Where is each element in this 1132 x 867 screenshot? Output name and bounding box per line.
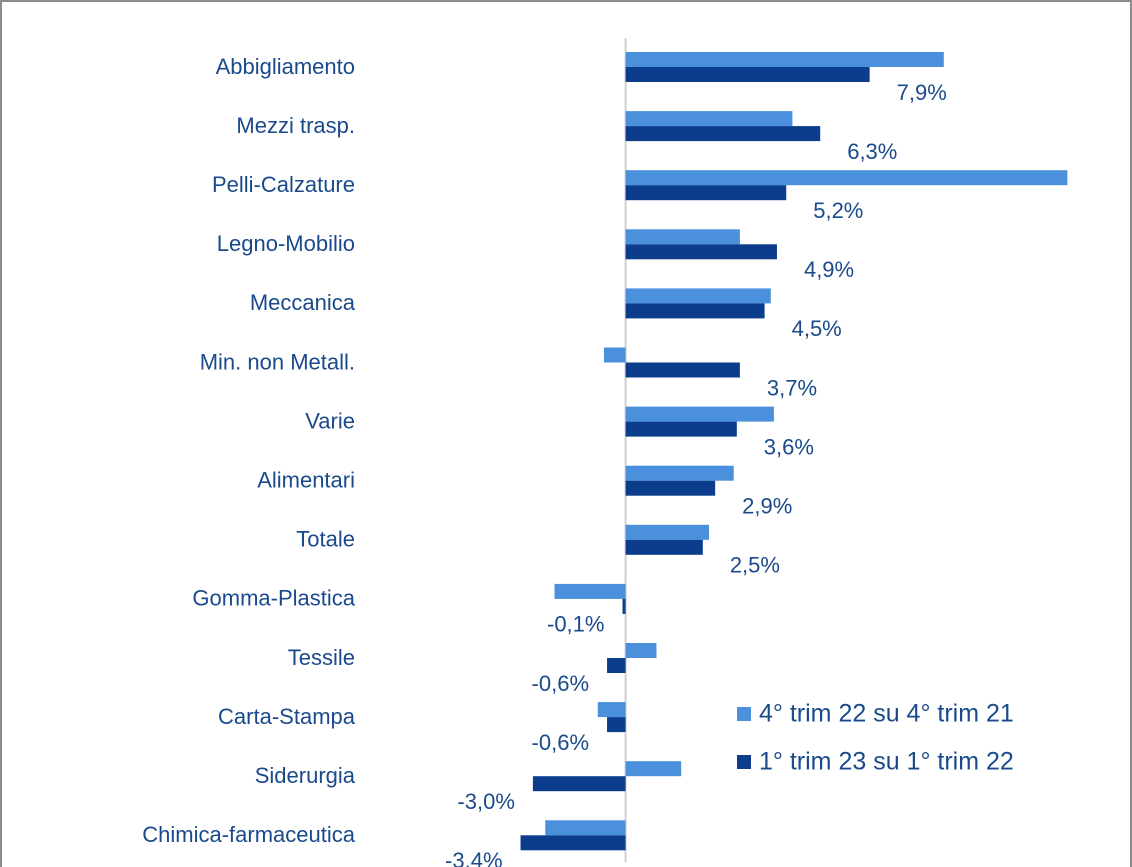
- data-label: 3,7%: [767, 375, 817, 400]
- category-label: Tessile: [288, 645, 355, 670]
- bar: [625, 244, 777, 260]
- data-label: -3,0%: [457, 789, 514, 814]
- data-label: -0,6%: [532, 730, 589, 755]
- bar: [625, 421, 737, 437]
- bar: [554, 583, 626, 599]
- bar: [625, 406, 774, 422]
- data-label: 4,5%: [792, 316, 842, 341]
- bar: [545, 820, 626, 836]
- data-label: 7,9%: [897, 80, 947, 105]
- bar: [625, 52, 944, 67]
- bar: [625, 643, 657, 658]
- bar: [625, 465, 734, 481]
- data-label: -0,1%: [547, 612, 604, 637]
- bar: [607, 658, 626, 673]
- bar: [625, 362, 740, 378]
- bar: [625, 170, 1068, 186]
- bar: [520, 835, 626, 851]
- data-label: 2,5%: [730, 553, 780, 578]
- category-label: Totale: [296, 527, 355, 552]
- data-label: 6,3%: [847, 139, 897, 164]
- data-label: 4,9%: [804, 257, 854, 282]
- bar: [625, 480, 716, 496]
- data-label: 3,6%: [764, 434, 814, 459]
- bar: [622, 598, 626, 614]
- category-label: Chimica-farmaceutica: [142, 822, 355, 847]
- legend-swatch: [737, 707, 751, 721]
- bar: [603, 347, 626, 363]
- bar: [532, 776, 626, 792]
- bar: [625, 229, 740, 245]
- category-label: Alimentari: [257, 468, 355, 493]
- bar: [625, 288, 771, 304]
- data-label: 5,2%: [813, 198, 863, 223]
- data-label: -0,6%: [532, 671, 589, 696]
- data-label: -3,4%: [445, 848, 502, 867]
- data-label: 2,9%: [742, 494, 792, 519]
- category-label: Min. non Metall.: [200, 349, 355, 374]
- bar: [625, 67, 870, 82]
- legend-label: 4° trim 22 su 4° trim 21: [759, 700, 1014, 728]
- category-label: Legno-Mobilio: [217, 231, 355, 256]
- category-label: Varie: [305, 408, 355, 433]
- legend-label: 1° trim 23 su 1° trim 22: [759, 748, 1014, 776]
- category-label: Pelli-Calzature: [212, 172, 355, 197]
- category-label: Gomma-Plastica: [192, 586, 355, 611]
- bar: [625, 126, 821, 142]
- bar: [625, 303, 765, 319]
- category-label: Abbigliamento: [216, 54, 355, 79]
- category-label: Siderurgia: [255, 763, 356, 788]
- category-label: Meccanica: [250, 290, 356, 315]
- bar: [625, 539, 703, 555]
- bar: [625, 761, 682, 777]
- bar: [597, 702, 626, 718]
- category-label: Carta-Stampa: [218, 704, 356, 729]
- legend-swatch: [737, 755, 751, 769]
- bar: [625, 185, 787, 201]
- bar: [625, 111, 793, 127]
- bar: [607, 717, 626, 733]
- category-label: Mezzi trasp.: [236, 113, 355, 138]
- bar: [625, 524, 709, 540]
